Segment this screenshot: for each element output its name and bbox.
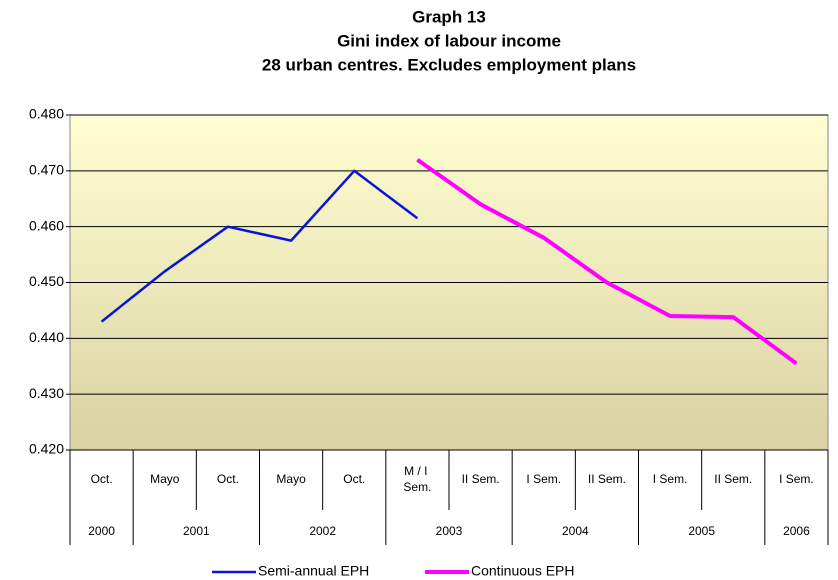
group-label: 2003: [436, 524, 463, 538]
x-tick-label: II Sem.: [588, 472, 626, 486]
legend-label: Continuous EPH: [471, 563, 575, 579]
group-label: 2002: [309, 524, 336, 538]
series-line: [416, 158, 798, 366]
y-tick-label: 0.460: [29, 217, 64, 233]
group-label: 2005: [688, 524, 715, 538]
x-tick-label: Oct.: [91, 472, 113, 486]
group-label: 2000: [88, 524, 115, 538]
x-tick-label: I Sem.: [526, 472, 561, 486]
x-tick-label: Oct.: [217, 472, 239, 486]
group-label: 2004: [562, 524, 589, 538]
x-tick-label: II Sem.: [462, 472, 500, 486]
y-tick-label: 0.450: [29, 273, 64, 289]
x-tick-label: II Sem.: [714, 472, 752, 486]
chart-title: 28 urban centres. Excludes employment pl…: [262, 55, 636, 74]
y-tick-label: 0.430: [29, 385, 64, 401]
chart-title: Graph 13: [412, 7, 486, 26]
x-tick-label: Mayo: [276, 472, 306, 486]
y-tick-label: 0.440: [29, 329, 64, 345]
x-tick-label: Oct.: [343, 472, 365, 486]
x-tick-label: I Sem.: [653, 472, 688, 486]
group-label: 2006: [783, 524, 810, 538]
group-label: 2001: [183, 524, 210, 538]
y-tick-label: 0.420: [29, 441, 64, 457]
x-tick-label: Mayo: [150, 472, 180, 486]
chart-title: Gini index of labour income: [337, 31, 561, 50]
series-line: [100, 169, 419, 323]
legend-label: Semi-annual EPH: [258, 563, 369, 579]
y-tick-label: 0.470: [29, 162, 64, 178]
x-tick-label: M / I Sem.: [403, 464, 431, 494]
y-tick-label: 0.480: [29, 106, 64, 122]
x-tick-label: I Sem.: [779, 472, 814, 486]
